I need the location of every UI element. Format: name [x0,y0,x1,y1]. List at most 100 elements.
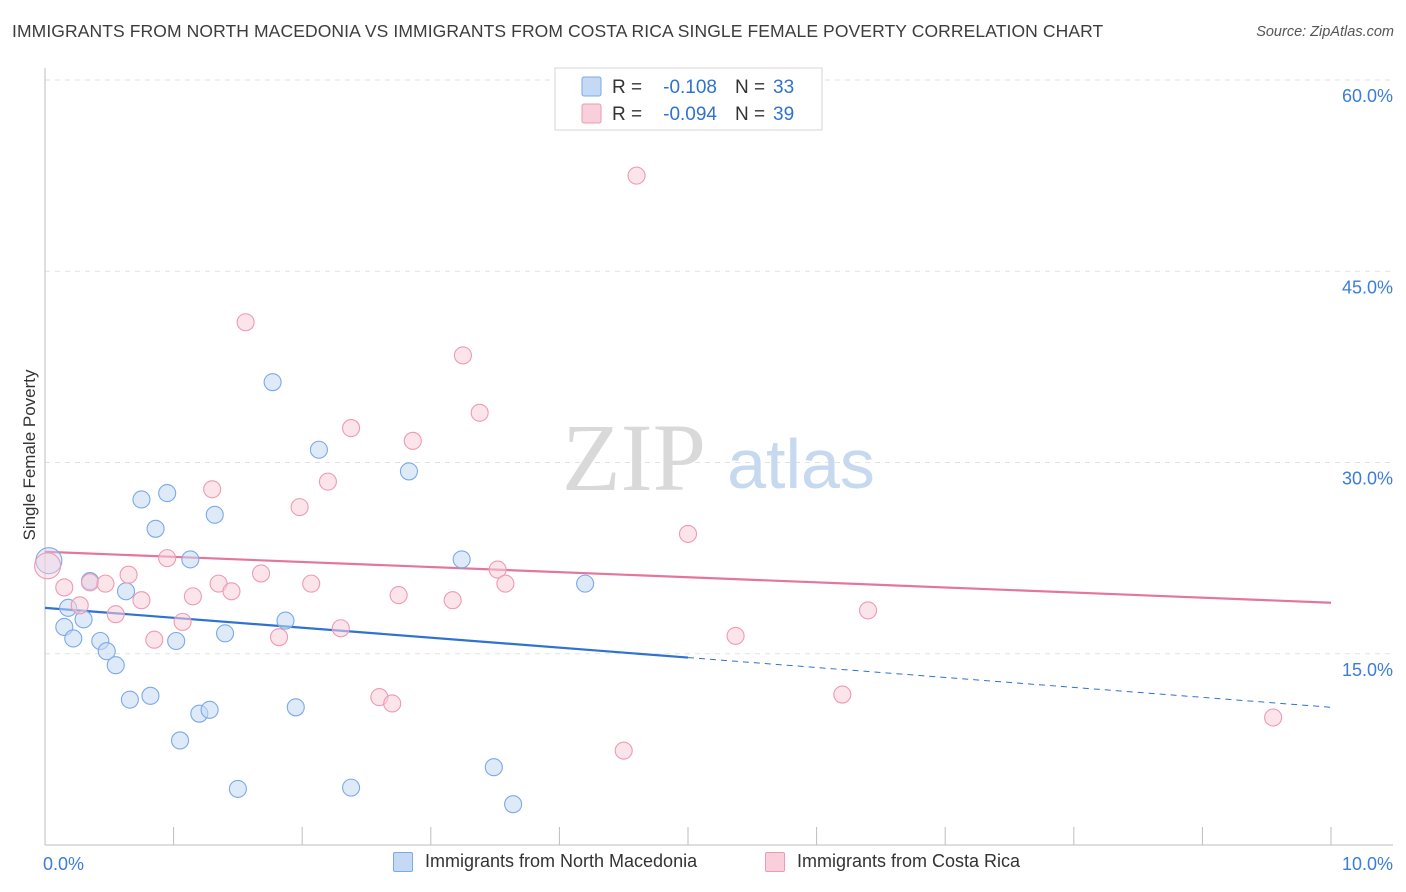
legend-label-macedonia: Immigrants from North Macedonia [425,851,698,871]
point-costa-rica-6 [119,565,138,584]
point-macedonia-12 [141,686,160,705]
legend-n-label-2: N = [735,104,765,125]
point-macedonia-3 [64,629,83,648]
point-costa-rica-31 [496,574,515,593]
point-costa-rica-15 [236,313,255,332]
trend-line-macedonia [44,606,689,659]
point-costa-rica-2 [70,596,89,615]
watermark-atlas: atlas [727,425,875,503]
legend-label-costa-rica: Immigrants from Costa Rica [797,851,1021,871]
point-costa-rica-9 [158,549,177,568]
point-costa-rica-4 [96,574,115,593]
point-macedonia-21 [215,624,235,643]
point-costa-rica-5 [106,605,125,624]
point-macedonia-11 [132,490,151,509]
point-costa-rica-19 [302,574,321,593]
x-tick-label-0: 0.0% [43,854,84,874]
point-macedonia-24 [276,611,295,630]
point-macedonia-29 [452,550,471,569]
legend-n-value-2: 39 [773,104,794,125]
point-macedonia-8 [106,656,125,675]
point-macedonia-26 [309,440,328,459]
point-costa-rica-33 [627,166,646,185]
source-credit: Source: ZipAtlas.com [1256,24,1394,40]
point-costa-rica-26 [403,431,422,450]
legend-swatch-bottom-macedonia [393,851,413,872]
legend-r-value-1: -0.108 [663,77,717,98]
point-macedonia-13 [146,519,165,538]
point-costa-rica-27 [443,591,462,610]
point-macedonia-31 [504,795,523,814]
legend-r-label-2: R = [612,104,642,125]
legend-swatch-costa-rica [581,103,602,124]
point-costa-rica-10 [173,612,192,631]
legend-item-costa-rica: Immigrants from Costa Rica [765,851,1020,872]
point-macedonia-14 [158,484,177,503]
point-costa-rica-37 [858,601,878,620]
bottom-legend: Immigrants from North Macedonia Immigran… [0,851,1406,879]
point-costa-rica-32 [614,741,633,760]
point-costa-rica-34 [678,524,698,543]
axes [44,68,1393,846]
y-tick-labels: 15.0% 30.0% 45.0% 60.0% [1342,86,1393,680]
y-tick-label-45: 45.0% [1342,277,1393,297]
point-macedonia-16 [170,731,190,750]
point-macedonia-19 [200,700,219,719]
point-costa-rica-7 [132,591,151,610]
gridlines [45,79,1393,655]
point-macedonia-30 [484,758,503,777]
point-costa-rica-14 [222,582,241,601]
point-costa-rica-36 [833,685,852,704]
legend-swatch-bottom-costa-rica [765,851,785,872]
trend-line-costa-rica [44,550,1332,604]
point-macedonia-10 [120,690,139,709]
point-macedonia-32 [576,574,595,593]
point-costa-rica-30 [488,560,507,579]
point-macedonia-23 [263,373,282,392]
point-macedonia-27 [342,778,361,797]
point-costa-rica-24 [383,694,402,713]
legend-n-label-1: N = [735,77,765,98]
point-costa-rica-18 [290,498,309,517]
point-costa-rica-20 [318,472,337,491]
point-costa-rica-8 [145,630,164,649]
point-costa-rica-3 [80,573,100,592]
trend-line-macedonia-extrapolated [687,657,1332,708]
point-costa-rica-35 [726,626,745,645]
point-costa-rica-28 [453,346,473,365]
x-tick-labels: 0.0% 10.0% [43,854,1393,874]
point-macedonia-15 [167,631,186,651]
point-costa-rica-17 [270,628,289,647]
legend-r-value-2: -0.094 [663,104,717,125]
point-costa-rica-25 [389,586,408,605]
trend-lines [44,550,1332,708]
point-costa-rica-38 [1264,708,1283,727]
chart-title: IMMIGRANTS FROM NORTH MACEDONIA VS IMMIG… [12,21,1104,41]
watermark: ZIP atlas [562,404,875,511]
point-macedonia-7 [97,642,116,661]
point-macedonia-17 [181,550,200,569]
point-macedonia-25 [286,698,305,717]
point-costa-rica-29 [470,403,489,422]
y-tick-label-15: 15.0% [1342,660,1393,680]
point-costa-rica-12 [203,480,222,499]
watermark-zip: ZIP [562,404,706,511]
point-costa-rica-1 [55,578,74,597]
point-costa-rica-21 [331,619,350,638]
point-costa-rica-16 [251,564,271,583]
legend-swatch-macedonia [581,76,602,97]
legend-r-label-1: R = [612,77,642,98]
point-macedonia-9 [116,582,136,601]
legend-n-value-1: 33 [773,77,794,98]
point-macedonia-22 [228,779,247,798]
legend-item-macedonia: Immigrants from North Macedonia [393,851,697,872]
point-costa-rica-22 [342,419,361,438]
y-axis-label: Single Female Poverty [20,369,39,541]
point-costa-rica-11 [183,587,202,606]
point-costa-rica-0 [34,552,62,580]
y-tick-label-60: 60.0% [1342,86,1393,106]
x-tick-label-10: 10.0% [1342,854,1393,874]
y-tick-label-30: 30.0% [1342,469,1393,489]
point-macedonia-28 [399,462,418,481]
